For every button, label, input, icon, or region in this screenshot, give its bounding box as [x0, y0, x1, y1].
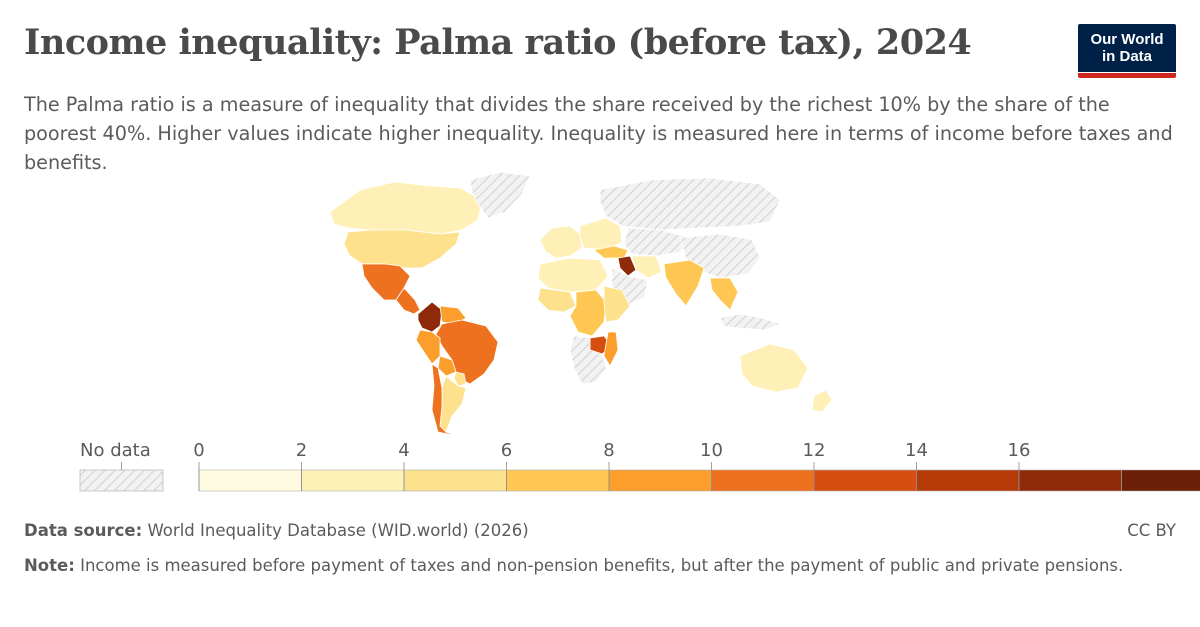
region-west-africa[interactable] — [537, 287, 577, 313]
region-peru[interactable] — [415, 329, 441, 365]
legend-tick-label-2: 2 — [295, 440, 308, 461]
legend-tick-label-16: 16 — [1007, 440, 1031, 461]
legend-tick-label-6: 6 — [500, 440, 513, 461]
legend-bin-6[interactable] — [813, 469, 917, 492]
region-india[interactable] — [663, 259, 705, 307]
region-southeast-asia[interactable] — [709, 277, 739, 311]
logo-accent-bar — [1078, 73, 1176, 78]
region-united-states[interactable] — [343, 229, 461, 269]
world-map — [329, 171, 833, 437]
region-iran[interactable] — [631, 255, 663, 279]
region-bolivia[interactable] — [437, 355, 457, 377]
region-mozambique[interactable] — [603, 331, 619, 367]
legend — [79, 462, 1200, 492]
region-central-africa[interactable] — [569, 289, 607, 337]
region-central-america[interactable] — [395, 287, 421, 315]
region-greenland[interactable] — [469, 171, 531, 219]
chart-title: Income inequality: Palma ratio (before t… — [24, 22, 972, 63]
legend-bin-7[interactable] — [916, 469, 1020, 492]
region-turkey[interactable] — [593, 245, 629, 259]
footer-note: Note: Income is measured before payment … — [24, 553, 1176, 579]
region-canada[interactable] — [329, 181, 483, 235]
legend-bin-5[interactable] — [711, 469, 815, 492]
note-label: Note: — [24, 556, 75, 575]
legend-bins — [79, 462, 1200, 492]
footer-source: Data source: World Inequality Database (… — [24, 521, 529, 540]
region-east-africa[interactable] — [603, 285, 631, 323]
legend-bin-3[interactable] — [506, 469, 610, 492]
chart-subtitle: The Palma ratio is a measure of inequali… — [24, 93, 1173, 174]
legend-bin-8[interactable] — [1018, 469, 1122, 492]
region-australia[interactable] — [739, 343, 809, 393]
owid-logo[interactable]: Our World in Data — [1078, 24, 1176, 78]
region-chile[interactable] — [431, 363, 459, 437]
region-paraguay[interactable] — [453, 371, 467, 387]
region-brazil[interactable] — [435, 319, 499, 385]
region-new-zealand[interactable] — [811, 389, 833, 413]
region-russia[interactable] — [599, 177, 781, 231]
region-indonesia[interactable] — [719, 313, 782, 331]
legend-bin-0[interactable] — [198, 469, 302, 492]
legend-tick-label-8: 8 — [603, 440, 615, 461]
logo-line1: Our World — [1090, 31, 1164, 48]
region-eastern-europe[interactable] — [579, 217, 623, 251]
legend-tick-label-4: 4 — [398, 440, 410, 461]
license-link[interactable]: CC BY — [1127, 521, 1176, 540]
region-colombia[interactable] — [417, 301, 443, 333]
legend-no-data-swatch — [79, 469, 164, 492]
legend-tick-label-12: 12 — [802, 440, 826, 461]
legend-bin-9[interactable] — [1121, 469, 1200, 492]
region-southern-africa[interactable] — [569, 335, 607, 385]
logo-line2: in Data — [1101, 48, 1152, 65]
legend-no-data-label: No data — [80, 440, 151, 461]
legend-bin-2[interactable] — [403, 469, 507, 492]
legend-tick-label-10: 10 — [700, 440, 723, 461]
region-iraq[interactable] — [617, 255, 637, 277]
source-label: Data source: — [24, 521, 143, 540]
source-text: World Inequality Database (WID.world) (2… — [142, 521, 529, 540]
legend-tick-label-0: 0 — [193, 440, 205, 461]
region-north-africa[interactable] — [537, 257, 609, 293]
note-text: Income is measured before payment of tax… — [74, 556, 1124, 575]
map-regions — [329, 171, 833, 437]
legend-bin-1[interactable] — [301, 469, 405, 492]
legend-bin-4[interactable] — [608, 469, 712, 492]
region-western-europe[interactable] — [539, 225, 583, 259]
logo-box: Our World in Data — [1078, 24, 1176, 72]
region-central-asia[interactable] — [623, 227, 691, 257]
legend-tick-label-14: 14 — [905, 440, 928, 461]
